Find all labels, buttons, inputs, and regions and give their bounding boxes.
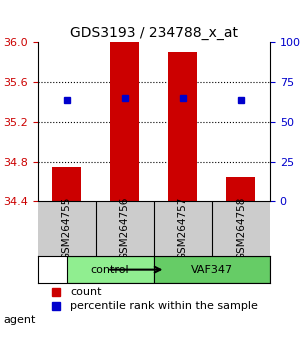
Bar (226, 177, 256, 201)
Title: GDS3193 / 234788_x_at: GDS3193 / 234788_x_at (70, 26, 238, 40)
Text: GSM264757: GSM264757 (178, 197, 188, 261)
Bar (110, 42, 139, 201)
Text: GSM264756: GSM264756 (120, 197, 130, 261)
FancyBboxPatch shape (154, 256, 270, 283)
Text: agent: agent (3, 315, 35, 325)
Text: percentile rank within the sample: percentile rank within the sample (70, 301, 258, 311)
Bar (52, 167, 81, 201)
Text: control: control (91, 265, 130, 275)
Text: GSM264758: GSM264758 (236, 197, 246, 261)
Text: GSM264755: GSM264755 (61, 197, 72, 261)
Text: VAF347: VAF347 (191, 265, 233, 275)
Bar (168, 52, 197, 201)
Text: count: count (70, 287, 102, 297)
FancyBboxPatch shape (67, 256, 154, 283)
